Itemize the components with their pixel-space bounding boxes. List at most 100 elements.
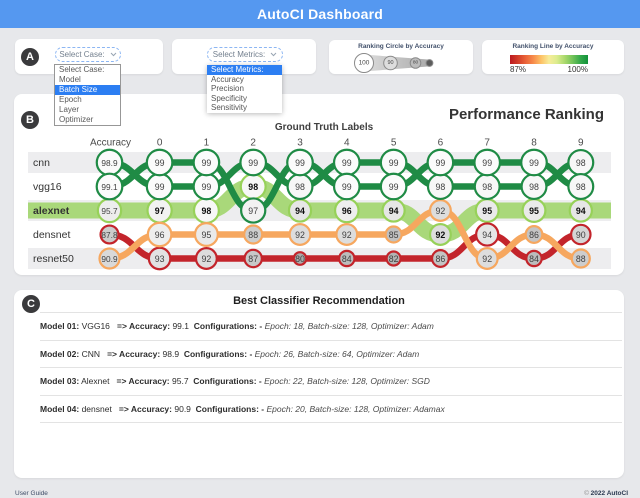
node-resnet50-7	[475, 222, 500, 247]
node-value: 80	[295, 254, 305, 264]
node-vgg16-1	[192, 148, 221, 177]
panel-b-title: Performance Ranking	[448, 106, 604, 123]
model-label: Model 03:	[40, 376, 80, 387]
row-label-cnn: cnn	[33, 157, 50, 169]
node-value: 98	[482, 182, 492, 192]
node-densnet-3	[288, 223, 312, 246]
select-metrics-option[interactable]: Specificity	[211, 93, 248, 103]
node-vgg16-Accuracy	[95, 172, 124, 201]
select-metrics-option[interactable]: Select Metrics:	[207, 65, 282, 75]
chevron-down-icon	[270, 52, 277, 57]
node-value: 92	[342, 230, 352, 240]
node-vgg16-7	[473, 148, 502, 177]
node-value: 84	[529, 254, 539, 264]
node-value: 99.1	[101, 182, 118, 192]
node-value: 95	[482, 206, 492, 216]
recommendation-row: Model 03: Alexnet => Accuracy: 95.7 Conf…	[40, 367, 622, 395]
model-label: Model 02:	[40, 348, 80, 359]
select-metrics-option[interactable]: Precision	[211, 84, 244, 94]
select-case-option[interactable]: Layer	[59, 105, 80, 114]
row-stripe	[28, 152, 611, 173]
row-label-resnet50: resnet50	[33, 253, 74, 265]
row-label-densnet: densnet	[33, 229, 70, 241]
column-header-7: 7	[484, 138, 490, 149]
select-case-option[interactable]: Epoch	[59, 95, 82, 104]
node-densnet-5	[384, 225, 403, 244]
column-header-Accuracy: Accuracy	[90, 138, 131, 149]
accuracy-value: 90.9	[172, 403, 196, 414]
model-name: Alexnet	[79, 376, 117, 387]
node-value: 84	[342, 254, 352, 264]
section-c-badge: C	[22, 295, 40, 313]
node-value: 90	[576, 230, 586, 240]
node-value: 94	[389, 206, 399, 216]
node-vgg16-3	[286, 148, 314, 177]
node-value: 94	[482, 230, 492, 240]
panel-c-title: Best Classifier Recommendation	[233, 295, 405, 307]
node-value: 99	[295, 158, 305, 168]
node-densnet-7	[475, 247, 499, 270]
node-value: 97	[155, 206, 165, 216]
configuration-value: Epoch: 26, Batch-size: 64, Optimizer: Ad…	[252, 348, 420, 359]
select-case-option[interactable]: Select Case:	[59, 65, 105, 74]
node-value: 98	[576, 158, 586, 168]
section-a-badge: A	[21, 48, 39, 66]
node-resnet50-0	[147, 246, 172, 271]
select-case-dropdown-button[interactable]: Select Case:	[55, 47, 121, 62]
select-metrics-option[interactable]: Accuracy	[211, 74, 244, 84]
node-value: 99	[389, 182, 399, 192]
select-case-option[interactable]: Batch Size	[55, 85, 120, 95]
accuracy-value: 95.7	[169, 376, 194, 387]
node-value: 92	[482, 254, 492, 264]
node-value: 98	[295, 182, 305, 192]
node-vgg16-8	[520, 148, 548, 177]
node-value: 94	[576, 206, 586, 216]
circle-legend-title: Ranking Circle by Accuracy	[358, 43, 444, 50]
node-value: 82	[389, 254, 399, 264]
recommendation-panel	[14, 290, 624, 478]
column-header-5: 5	[391, 138, 397, 149]
user-guide-link[interactable]: User Guide	[15, 489, 48, 497]
accuracy-label: => Accuracy:	[116, 376, 170, 387]
column-header-1: 1	[204, 138, 210, 149]
legend-circle-100: 100	[354, 53, 374, 73]
model-label: Model 04:	[40, 403, 80, 414]
select-metrics-option[interactable]: Sensitivity	[211, 103, 248, 113]
node-value: 88	[248, 230, 258, 240]
node-value: 99	[436, 158, 446, 168]
node-alexnet-6	[428, 223, 452, 246]
node-value: 96	[342, 206, 352, 216]
svg-text:80: 80	[413, 60, 419, 66]
node-densnet-Accuracy	[98, 247, 121, 270]
node-vgg16-4	[332, 172, 361, 201]
select-metrics-open-menu: Select Metrics: Accuracy Precision Specific…	[207, 65, 282, 113]
legend-circle-90: 90	[383, 55, 398, 71]
node-value: 86	[436, 254, 446, 264]
model-label: Model 01:	[40, 321, 80, 332]
column-header-4: 4	[344, 138, 350, 149]
node-value: 95	[529, 206, 539, 216]
accuracy-label: => Accuracy:	[117, 321, 171, 332]
node-value: 86	[529, 230, 539, 240]
node-value: 98.9	[101, 158, 118, 168]
node-value: 92	[436, 206, 446, 216]
recommendation-row: Model 04: densnet => Accuracy: 90.9 Conf…	[40, 394, 622, 423]
select-metrics-dropdown-button[interactable]: Select Metrics:	[207, 47, 283, 62]
node-densnet-6	[428, 199, 452, 222]
column-header-8: 8	[531, 138, 537, 149]
select-case-option[interactable]: Model	[59, 75, 81, 84]
node-value: 85	[389, 230, 399, 240]
column-header-3: 3	[297, 138, 303, 149]
configuration-value: Epoch: 22, Batch-size: 128, Optimizer: S…	[261, 376, 430, 387]
line-legend-title: Ranking Line by Accuracy	[512, 43, 594, 50]
app-header: AutoCI Dashboard	[0, 0, 640, 28]
node-value: 90.9	[101, 254, 118, 264]
gradient-max-label: 100%	[567, 65, 588, 74]
select-case-option[interactable]: Optimizer	[59, 115, 94, 124]
recommendation-list-divider	[40, 422, 622, 423]
svg-text:100: 100	[359, 60, 370, 67]
configurations-label: Configurations: -	[193, 376, 262, 387]
node-resnet50-9	[569, 223, 592, 246]
model-name: VGG16	[79, 321, 117, 332]
recommendation-row: Model 01: VGG16 => Accuracy: 99.1 Config…	[40, 312, 622, 340]
